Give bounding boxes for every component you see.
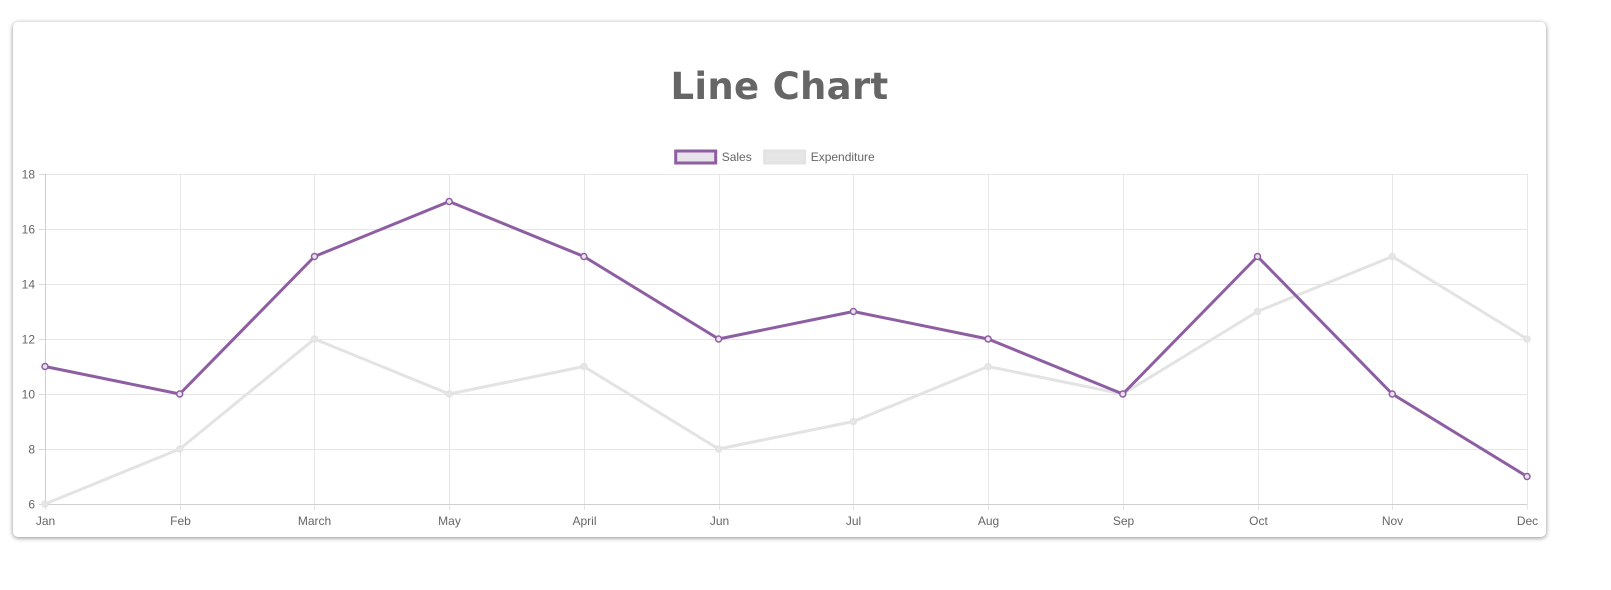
y-tick-label: 14 xyxy=(22,278,36,292)
y-tick-label: 6 xyxy=(28,498,35,512)
data-point-sales[interactable] xyxy=(849,307,858,316)
data-point-sales[interactable] xyxy=(984,335,992,343)
x-tick-label: Nov xyxy=(1382,514,1403,528)
x-tick-label: Dec xyxy=(1517,514,1538,528)
y-tick-label: 18 xyxy=(22,168,36,182)
x-tick-label: Jan xyxy=(36,514,55,528)
legend-swatch-sales[interactable] xyxy=(674,149,718,165)
data-point-sales[interactable] xyxy=(310,252,319,261)
series-line-sales xyxy=(43,200,1529,478)
data-point-sales[interactable] xyxy=(1523,472,1531,481)
data-point-expenditure[interactable] xyxy=(445,390,453,398)
data-point-sales[interactable] xyxy=(445,197,453,206)
data-point-expenditure[interactable] xyxy=(1388,252,1397,261)
data-point-expenditure[interactable] xyxy=(984,362,992,371)
x-tick-label: Feb xyxy=(170,514,191,528)
data-point-expenditure[interactable] xyxy=(1253,307,1262,316)
x-tick-label: April xyxy=(572,514,596,528)
legend-label-sales[interactable]: Sales xyxy=(722,150,752,164)
data-point-expenditure[interactable] xyxy=(580,362,588,371)
data-point-sales[interactable] xyxy=(580,252,588,261)
data-point-sales[interactable] xyxy=(41,362,49,371)
chart-card: Line Chart 6 8 10 12 14 16 18 Jan Feb March May Apr… xyxy=(13,22,1546,537)
series-line-expenditure xyxy=(43,255,1529,506)
data-point-expenditure[interactable] xyxy=(41,500,49,508)
data-point-expenditure[interactable] xyxy=(1523,335,1531,343)
data-point-expenditure[interactable] xyxy=(310,335,319,343)
chart-title: Line Chart xyxy=(670,65,889,108)
data-point-sales[interactable] xyxy=(175,390,184,398)
line-chart: 6 8 10 12 14 16 18 Jan Feb March May April Jun Jul Aug… xyxy=(22,149,1538,528)
legend-label-expenditure[interactable]: Expenditure xyxy=(811,150,875,164)
x-tick-label: Jul xyxy=(846,514,861,528)
x-tick-label: Sep xyxy=(1113,514,1135,528)
data-point-expenditure[interactable] xyxy=(714,445,723,453)
x-tick-label: May xyxy=(438,514,461,528)
y-tick-label: 12 xyxy=(22,333,36,347)
data-point-expenditure[interactable] xyxy=(175,445,184,453)
data-point-expenditure[interactable] xyxy=(849,417,858,426)
data-point-sales[interactable] xyxy=(1119,390,1127,398)
data-point-sales[interactable] xyxy=(714,335,723,343)
x-tick-label: Aug xyxy=(978,514,999,528)
y-tick-label: 10 xyxy=(22,388,36,402)
y-tick-label: 8 xyxy=(28,443,35,457)
x-tick-label: March xyxy=(298,514,331,528)
legend-swatch-expenditure[interactable] xyxy=(763,149,807,165)
data-point-sales[interactable] xyxy=(1253,252,1262,261)
data-point-sales[interactable] xyxy=(1388,390,1397,398)
x-tick-label: Oct xyxy=(1249,514,1268,528)
y-tick-label: 16 xyxy=(22,223,36,237)
x-tick-label: Jun xyxy=(710,514,729,528)
